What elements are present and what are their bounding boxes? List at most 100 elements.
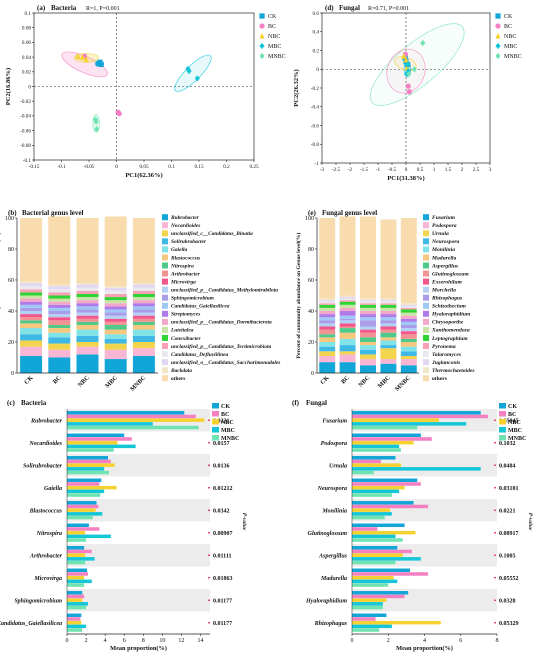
bar-nbc <box>352 598 387 602</box>
x-tick-label: -3 <box>320 167 325 173</box>
ellipse-bc <box>61 51 108 78</box>
category-label: Sphingomicrobium <box>14 598 62 604</box>
x-tick-label: 8 <box>142 638 145 644</box>
legend-swatch-ck <box>212 403 219 409</box>
x-tick-label: 8 <box>496 638 499 644</box>
bar-segment-talaromyces <box>360 301 376 304</box>
panel-stat: R=0.71, P=0.001 <box>368 6 409 12</box>
bar-segment-others <box>132 218 155 284</box>
bar-bc <box>352 414 488 419</box>
bar-segment-juglanconis <box>319 300 336 302</box>
bar-segment-chrysoporthe <box>400 315 417 319</box>
bar-ck <box>67 501 97 505</box>
legend-swatch <box>423 351 429 358</box>
bar-segment-podospora <box>400 359 417 366</box>
x-tick-label: 0 <box>66 638 69 644</box>
bar-segment-pyronema <box>319 303 336 305</box>
bar-mbc <box>352 422 467 426</box>
x-tick-label: MBC <box>377 374 392 389</box>
bar-nbc <box>352 553 403 557</box>
legend-label: Sphingomicrobium <box>171 296 214 302</box>
panel-b: CK BC NBC MBC MNBC 0 20 40 60 80 100 Percent of com… <box>0 209 280 393</box>
y-tick-label: -1 <box>315 161 320 167</box>
y-axis-title: Percent of community abundance on Genus … <box>295 232 302 358</box>
y-tick-label: 20 <box>308 340 314 346</box>
pvalue-dot <box>208 464 210 467</box>
ellipse-mnbc <box>369 23 465 106</box>
pvalue-dot <box>494 509 496 512</box>
pvalue-dot <box>494 621 496 624</box>
bar-segment-glutinoglossum <box>400 334 417 339</box>
bar-nbc <box>67 598 83 602</box>
legend-label-ck: CK <box>221 404 230 410</box>
bar-mnbc <box>352 628 380 632</box>
bar-segment-sphingomicrobium <box>104 312 127 316</box>
bar-segment-pyronema <box>400 307 417 310</box>
bar-segment-morchella <box>360 326 376 330</box>
bar-segment-hyaloraphidium <box>400 318 417 322</box>
legend-swatch <box>423 334 429 341</box>
x-tick-label: BC <box>52 374 63 385</box>
bar-segment-blastococcus <box>76 324 99 330</box>
bar-segment-chrysoporthe <box>319 311 336 315</box>
bar-segment-fusarium <box>339 362 356 373</box>
bar-nbc <box>67 575 85 580</box>
pvalue-label: 0.01177 <box>213 621 232 627</box>
bar-segment-unclassified-o-candidatus-saccharimonadales <box>132 284 155 288</box>
bar-nbc <box>352 485 405 490</box>
bar-segment-unclassified-o-candidatus-saccharimonadales <box>48 286 71 290</box>
y-tick-label: 0.6 <box>313 11 320 17</box>
bar-segment-podospora <box>339 354 356 363</box>
legend-label: Gaiella <box>171 247 187 253</box>
bar-segment-glutinoglossum <box>319 329 336 335</box>
bar-mbc <box>352 444 400 449</box>
panel-title: Fungal <box>306 399 327 407</box>
point-ck <box>98 61 104 68</box>
bar-segment-candidatus-defluviilinea <box>104 290 127 294</box>
x-tick-label: 2 <box>85 638 88 644</box>
y-tick-label: -0.02 <box>20 99 31 105</box>
pvalue-label: 0.01177 <box>213 598 232 604</box>
bar-segment-rubrobacter <box>20 355 43 373</box>
bar-segment-microvirga <box>104 318 127 322</box>
bar-nbc <box>352 463 401 467</box>
panel-a: -0.15 -0.1 -0.05 0 0.05 0.1 0.15 0.2 0.250.10.08… <box>5 4 286 179</box>
bar-bc <box>67 617 81 621</box>
legend-marker-ck <box>495 13 501 19</box>
y-tick-label: 100 <box>5 216 14 222</box>
x-tick-label: 10 <box>159 638 165 644</box>
bar-bc <box>67 594 85 599</box>
bar-nbc <box>67 463 115 467</box>
bar-segment-aspergillus <box>339 328 356 333</box>
legend-label-bc: BC <box>504 24 512 30</box>
legend-label: Nitrospira <box>170 263 194 269</box>
bar-segment-urnula <box>380 348 397 360</box>
pvalue-dot <box>494 554 496 557</box>
bar-segment-xanthomendoza <box>380 307 397 311</box>
bar-mnbc <box>67 628 83 632</box>
pvalue-label: 0.0221 <box>499 508 516 514</box>
x-tick-label: 3 <box>489 167 492 173</box>
bar-ck <box>67 456 108 460</box>
bar-segment-pyronema <box>380 303 397 305</box>
bar-bc <box>67 504 99 509</box>
legend-label-bc: BC <box>221 412 229 418</box>
legend-swatch <box>162 359 168 366</box>
legend-swatch <box>423 359 429 366</box>
pvalue-dot <box>208 486 210 489</box>
bar-segment-xanthomendoza <box>339 304 356 308</box>
bar-segment-leptographium <box>380 304 397 308</box>
legend-label-ck: CK <box>504 14 513 20</box>
bar-segment-neurospora <box>360 349 376 355</box>
bar-segment-urnula <box>400 355 417 360</box>
panel-e: CK BC NBC MBC MNBC 0 20 40 60 80 100 Percent of com… <box>295 209 475 393</box>
bar-segment-conexibacter <box>76 293 99 298</box>
bar-segment-sphingomicrobium <box>132 309 155 313</box>
category-label: Madurella <box>320 576 347 582</box>
bar-ck <box>67 478 102 483</box>
bar-mnbc <box>352 493 392 497</box>
category-label: Hyaloraphidium <box>305 598 347 604</box>
x-tick-label: 12 <box>178 638 184 644</box>
panel-d: -3 -2.5 -2 -1.5 -1 -0.5 0 0.5 1 1.5 2 2.5 3 0.6 0.4 0.2… <box>293 4 522 182</box>
